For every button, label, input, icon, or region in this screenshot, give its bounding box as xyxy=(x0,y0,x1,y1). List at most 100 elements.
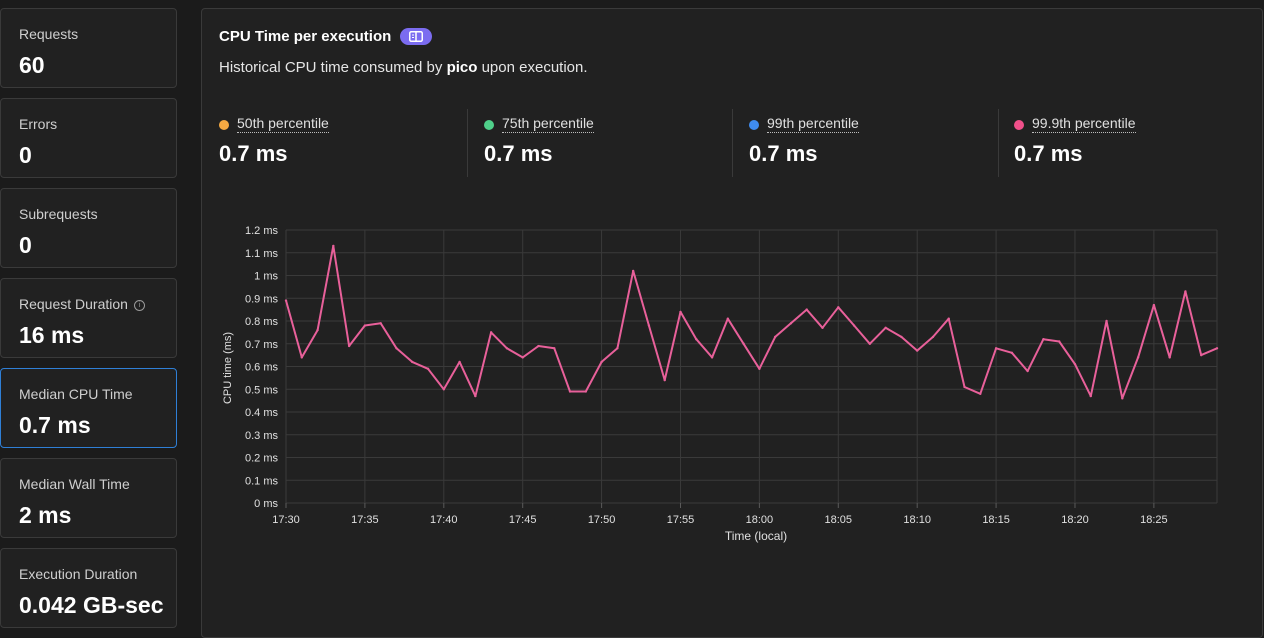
data-point xyxy=(379,322,382,325)
data-point xyxy=(695,338,698,341)
metric-value: 0 xyxy=(19,232,32,258)
panel-subtitle: Historical CPU time consumed by pico upo… xyxy=(219,59,588,76)
data-point xyxy=(868,342,872,345)
data-point xyxy=(789,322,793,325)
book-icon xyxy=(409,31,423,42)
metric-value: 2 ms xyxy=(19,502,72,528)
data-point xyxy=(994,347,998,350)
y-tick-label: 0 ms xyxy=(254,498,278,510)
y-tick-label: 0.6 ms xyxy=(245,362,279,374)
data-point xyxy=(1010,351,1014,355)
metric-value: 0 xyxy=(19,142,32,168)
data-point xyxy=(489,331,493,334)
metric-card-request-duration[interactable]: Request Duration i 16 ms xyxy=(0,278,177,358)
metric-label: Errors xyxy=(19,116,58,132)
metric-card-requests[interactable]: Requests 60 xyxy=(0,8,177,88)
data-point xyxy=(631,269,635,273)
metric-value: 60 xyxy=(19,52,45,78)
divider xyxy=(732,109,733,177)
x-tick-label: 18:15 xyxy=(982,514,1010,526)
subtitle-suffix: upon execution. xyxy=(481,59,588,76)
series-points xyxy=(284,244,1219,400)
data-point xyxy=(726,317,730,320)
data-point xyxy=(884,326,887,330)
x-tick-label: 18:10 xyxy=(903,514,931,526)
data-point xyxy=(1152,303,1156,307)
x-axis-ticks: 17:30 17:35 17:40 17:45 17:50 17:55 18:00 18:05… xyxy=(272,514,1167,526)
x-tick-label: 17:40 xyxy=(430,514,458,526)
metric-value: 0.7 ms xyxy=(19,412,91,438)
percentile-50: 50th percentile 0.7 ms xyxy=(219,115,469,185)
data-point xyxy=(647,324,651,327)
data-point xyxy=(915,349,919,352)
y-tick-label: 0.9 ms xyxy=(245,293,279,305)
data-point xyxy=(900,335,903,339)
worker-name: pico xyxy=(446,59,478,76)
data-point xyxy=(663,378,666,382)
percentile-75: 75th percentile 0.7 ms xyxy=(484,115,734,185)
metric-label-text: Request Duration xyxy=(19,296,128,312)
panel-title: CPU Time per execution xyxy=(219,28,392,45)
x-tick-label: 18:00 xyxy=(746,514,774,526)
data-point xyxy=(505,347,509,350)
info-icon[interactable]: i xyxy=(133,300,145,311)
metric-card-median-wall-time[interactable]: Median Wall Time 2 ms xyxy=(0,458,177,538)
x-tick-label: 17:50 xyxy=(588,514,616,526)
data-point xyxy=(474,394,477,398)
data-point xyxy=(963,385,966,389)
data-point xyxy=(1184,290,1187,293)
series-line-cpu-time[interactable] xyxy=(285,244,1218,400)
x-tick-label: 17:55 xyxy=(667,514,695,526)
data-point xyxy=(805,308,808,311)
y-axis-ticks: 0 ms 0.1 ms 0.2 ms 0.3 ms 0.4 ms 0.5 ms 0.6 ms… xyxy=(245,225,279,510)
metric-label-with-info: Request Duration i xyxy=(19,296,145,312)
percentile-label[interactable]: 50th percentile xyxy=(237,115,329,133)
metric-label: Subrequests xyxy=(19,206,98,222)
metric-value: 0.042 GB-sec xyxy=(19,592,164,618)
percentile-value: 0.7 ms xyxy=(484,141,553,166)
data-point xyxy=(947,317,950,320)
y-tick-label: 0.7 ms xyxy=(245,339,279,351)
data-point xyxy=(300,356,303,359)
legend-dot xyxy=(219,120,229,130)
data-point xyxy=(584,390,588,393)
data-point xyxy=(332,244,335,248)
metric-card-execution-duration[interactable]: Execution Duration 0.042 GB-sec xyxy=(0,548,177,628)
metric-label: Requests xyxy=(19,26,79,42)
data-point xyxy=(1215,347,1219,350)
data-point xyxy=(1200,353,1203,357)
legend-dot xyxy=(749,120,759,130)
metric-card-median-cpu-time[interactable]: Median CPU Time 0.7 ms xyxy=(0,368,177,448)
data-point xyxy=(679,310,682,314)
percentile-label[interactable]: 99th percentile xyxy=(767,115,859,133)
chart-grid xyxy=(285,229,1218,508)
data-point xyxy=(616,347,619,350)
data-point xyxy=(979,392,982,395)
subtitle-prefix: Historical CPU time consumed by xyxy=(219,59,443,76)
data-point xyxy=(931,335,935,339)
data-point xyxy=(411,360,414,364)
metric-label: Median Wall Time xyxy=(19,476,130,492)
percentile-label[interactable]: 99.9th percentile xyxy=(1032,115,1136,133)
y-tick-label: 0.1 ms xyxy=(245,475,279,487)
y-tick-label: 1.2 ms xyxy=(245,225,279,237)
data-point xyxy=(852,324,856,327)
data-point xyxy=(710,356,714,359)
metric-card-subrequests[interactable]: Subrequests 0 xyxy=(0,188,177,268)
docs-button[interactable] xyxy=(400,28,432,45)
data-point xyxy=(442,388,445,391)
data-point xyxy=(316,328,319,332)
metric-card-errors[interactable]: Errors 0 xyxy=(0,98,177,178)
cpu-time-chart[interactable]: 0 ms 0.1 ms 0.2 ms 0.3 ms 0.4 ms 0.5 ms 0.6 ms… xyxy=(210,210,1230,550)
percentile-label[interactable]: 75th percentile xyxy=(502,115,594,133)
y-tick-label: 0.3 ms xyxy=(245,430,279,442)
metric-label: Execution Duration xyxy=(19,566,138,582)
x-axis-label: Time (local) xyxy=(725,529,787,543)
x-tick-label: 17:30 xyxy=(272,514,300,526)
metric-value: 16 ms xyxy=(19,322,85,348)
divider xyxy=(467,109,468,177)
data-point xyxy=(758,367,761,370)
data-point xyxy=(1073,363,1077,366)
data-point xyxy=(1058,340,1061,343)
data-point xyxy=(347,344,351,348)
